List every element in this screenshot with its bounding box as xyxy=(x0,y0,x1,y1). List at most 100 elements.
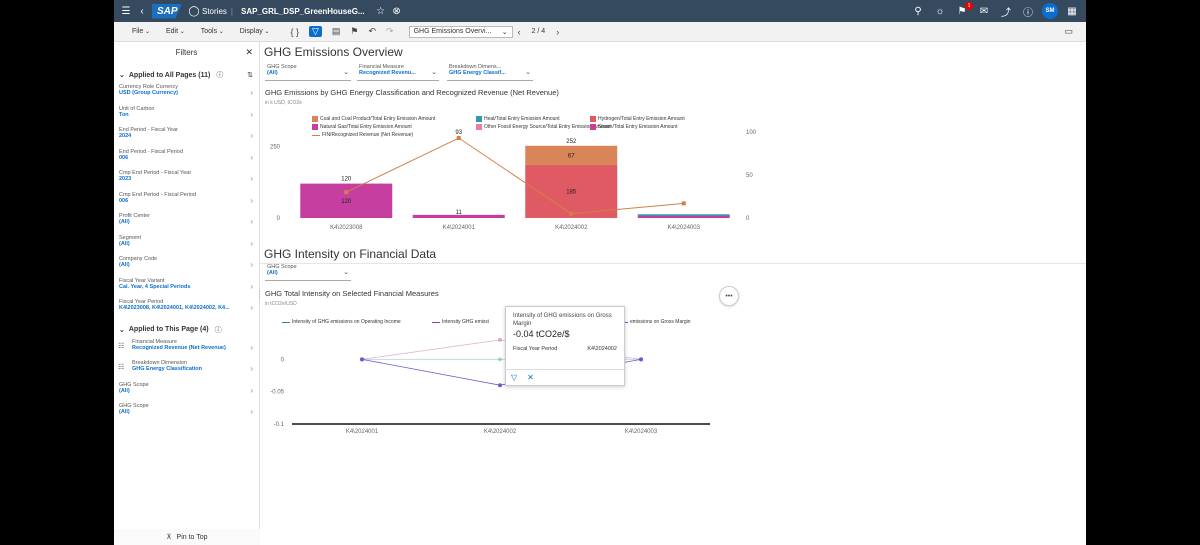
search-icon[interactable]: ⚲ xyxy=(914,5,922,17)
sap-logo: SAP xyxy=(152,3,182,19)
intensity-point[interactable] xyxy=(498,383,502,388)
filter-value: 2023 xyxy=(119,176,132,182)
section-all-pages[interactable]: ⌄ Applied to All Pages (11) ⓘ ⇅ xyxy=(114,68,259,82)
intensity-point[interactable] xyxy=(498,337,502,342)
bar-segment[interactable] xyxy=(412,214,505,218)
notifications-icon[interactable]: ⚑ 1 xyxy=(954,1,973,17)
input-control-icon[interactable]: ▤ xyxy=(331,26,341,36)
intensity-heading: GHG Intensity on Financial Data xyxy=(264,247,437,261)
chevron-down-icon: ⌄ xyxy=(119,326,125,334)
ghg-scope-dropdown[interactable]: GHG Scope (All) ⌄ xyxy=(265,64,351,81)
filter-icon[interactable]: ▽ xyxy=(308,26,322,37)
legend-item[interactable]: Steam/Total Entry Emission Amount xyxy=(590,124,677,130)
data-label: 120 xyxy=(341,199,352,205)
legend-item[interactable]: Natural Gas/Total Entry Emission Amount xyxy=(312,124,412,130)
page-select[interactable]: GHG Emissions Overvi... ⌄ xyxy=(408,25,513,38)
chevron-right-icon: › xyxy=(250,109,253,119)
close-icon[interactable]: ✕ xyxy=(245,47,253,57)
this-page-filter-item[interactable]: ☷ Financial Measure Recognized Revenue (Ne… xyxy=(114,337,259,359)
redo-icon[interactable]: ↷ xyxy=(386,26,394,36)
bar-segment[interactable] xyxy=(637,215,730,218)
revenue-point[interactable] xyxy=(456,136,461,141)
edit-menu[interactable]: Edit xyxy=(166,28,185,35)
back-icon[interactable]: ‹ xyxy=(140,5,144,17)
legend-item[interactable]: Hydrogen/Total Entry Emission Amount xyxy=(590,116,685,122)
tools-menu[interactable]: Tools xyxy=(201,28,224,35)
legend-item[interactable]: Heat/Total Entry Emission Amount xyxy=(476,116,560,122)
revenue-point[interactable] xyxy=(681,201,686,206)
monitor-icon[interactable]: ▭ xyxy=(1064,26,1073,36)
all-pages-filter-item[interactable]: Fiscal Year Period K4\2023008, K4\2024001… xyxy=(114,297,259,319)
favorite-star-icon[interactable]: ☆ xyxy=(376,5,386,17)
page-number: 2 / 4 xyxy=(531,28,546,35)
all-pages-filter-item[interactable]: End Period - Fiscal Period 006 › xyxy=(114,147,259,169)
bar-segment[interactable] xyxy=(300,183,393,218)
legend-label: Coal and Coal Product/Total Entry Emissi… xyxy=(320,116,436,122)
all-pages-filter-item[interactable]: Profit Center (All) › xyxy=(114,211,259,233)
filter-panel-title: Filters xyxy=(175,47,198,57)
legend-item[interactable]: emissions on Gross Margin xyxy=(620,319,691,325)
total-label: 120 xyxy=(341,177,352,183)
all-pages-filter-item[interactable]: Company Code (All) › xyxy=(114,254,259,276)
all-pages-filter-item[interactable]: Currency Role Currency USD (Group Currenc… xyxy=(114,82,259,104)
share-icon[interactable]: ⤴ xyxy=(1001,7,1011,19)
all-pages-filter-item[interactable]: Cmp End Period - Fiscal Period 006 › xyxy=(114,190,259,212)
legend-item[interactable]: Intensity GHG emissi xyxy=(432,319,489,325)
section-this-page[interactable]: ⌄ Applied to This Page (4) ⓘ xyxy=(114,323,259,337)
bar-segment[interactable] xyxy=(525,164,618,218)
breakdown-dimension-dropdown[interactable]: Breakdown Dimens... GHG Energy Classif..… xyxy=(447,64,533,81)
intensity-point[interactable] xyxy=(360,357,364,362)
intensity-ghg-scope-dropdown[interactable]: GHG Scope (All) ⌄ xyxy=(265,264,351,281)
financial-measure-dropdown[interactable]: Financial Measure Recognized Revenu... ⌄ xyxy=(357,64,439,81)
filter-value: USD (Group Currency) xyxy=(119,90,178,96)
info-icon[interactable]: ⓘ xyxy=(216,72,224,79)
filter-label: Company Code xyxy=(119,256,158,262)
more-options-button[interactable]: ••• xyxy=(719,286,739,306)
formula-icon[interactable]: { } xyxy=(290,26,299,37)
this-page-filter-item[interactable]: ☷ Breakdown Dimension GHG Energy Classific… xyxy=(114,358,259,380)
revenue-point[interactable] xyxy=(344,190,349,195)
help-icon[interactable]: ⓘ xyxy=(1023,7,1033,19)
info-icon[interactable]: ⓘ xyxy=(214,326,222,334)
filter-label: Breakdown Dimension xyxy=(132,360,188,366)
next-page-icon[interactable]: › xyxy=(556,26,560,37)
all-pages-filter-item[interactable]: Cmp End Period - Fiscal Year 2023 › xyxy=(114,168,259,190)
display-menu[interactable]: Display xyxy=(240,28,270,35)
document-title[interactable]: SAP_GRL_DSP_GreenHouseG... xyxy=(240,6,365,16)
legend-item[interactable]: Coal and Coal Product/Total Entry Emissi… xyxy=(312,116,435,122)
menu-icon[interactable]: ☰ xyxy=(121,5,131,17)
chevron-right-icon: › xyxy=(250,407,253,416)
popover-title: Intensity of GHG emissions on Gross Marg… xyxy=(513,313,612,327)
filter-settings-icon[interactable]: ⇅ xyxy=(247,72,253,79)
all-pages-filter-item[interactable]: End Period - Fiscal Year 2024 › xyxy=(114,125,259,147)
legend-item[interactable]: Intensity of GHG emissions on Operating … xyxy=(282,319,401,325)
bookmark-icon[interactable]: ⚑ xyxy=(350,26,359,36)
all-pages-filter-item[interactable]: Fiscal Year Variant Cal. Year, 4 Special … xyxy=(114,276,259,298)
exclude-icon[interactable]: ✕ xyxy=(527,373,534,382)
avatar[interactable]: SM xyxy=(1042,3,1058,19)
close-circle-icon[interactable]: ⊗ xyxy=(392,5,401,17)
grid-menu-icon[interactable]: ▦ xyxy=(1067,5,1077,17)
stories-link[interactable]: Stories xyxy=(202,6,227,16)
pin-to-top-label: Pin to Top xyxy=(176,533,208,541)
bar-segment[interactable] xyxy=(637,214,730,216)
legend-label: Intensity GHG emissi xyxy=(442,319,489,325)
file-menu[interactable]: File xyxy=(132,28,150,35)
chat-icon[interactable]: ✉ xyxy=(979,5,989,17)
bar-segment[interactable] xyxy=(525,145,618,165)
intensity-point[interactable] xyxy=(639,357,643,362)
prev-page-icon[interactable]: ‹ xyxy=(517,26,521,37)
pin-to-top-button[interactable]: ⊼ Pin to Top xyxy=(114,529,260,545)
idea-icon[interactable]: ☼ xyxy=(935,5,945,17)
all-pages-filter-item[interactable]: Segment (All) › xyxy=(114,233,259,255)
revenue-point[interactable] xyxy=(569,211,574,216)
this-page-filter-item[interactable]: GHG Scope (All) › xyxy=(114,380,259,402)
undo-icon[interactable]: ↶ xyxy=(368,26,377,36)
all-pages-filter-item[interactable]: Unit of Carbon Ton › xyxy=(114,104,259,126)
this-page-filter-item[interactable]: GHG Scope (All) › xyxy=(114,401,259,423)
legend-item[interactable]: Other Fossil Energy Source/Total Entry E… xyxy=(476,124,610,130)
filter-icon[interactable]: ▽ xyxy=(511,373,518,382)
intensity-point[interactable] xyxy=(498,357,502,362)
legend-item[interactable]: FIN/Recognized Revenue (Net Revenue) xyxy=(312,132,413,138)
all-pages-filter-list: Currency Role Currency USD (Group Currenc… xyxy=(114,82,259,319)
